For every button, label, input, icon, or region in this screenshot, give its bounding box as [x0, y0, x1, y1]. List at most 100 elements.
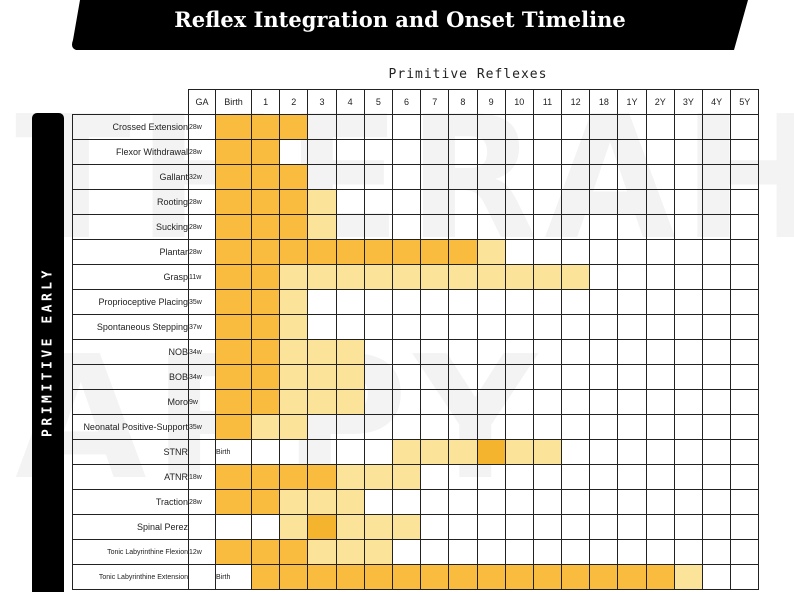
timeline-cell [363, 439, 393, 465]
timeline-cell [335, 289, 365, 315]
timeline-cell [391, 164, 422, 190]
reflex-name: Plantar [72, 239, 189, 265]
timeline-cell [476, 264, 506, 290]
timeline-cell [391, 414, 422, 440]
timeline-cell [420, 414, 450, 440]
timeline-cell [391, 514, 422, 540]
timeline-cell [561, 114, 591, 140]
timeline-cell [476, 439, 506, 465]
timeline-cell [250, 539, 281, 565]
timeline-cell [215, 264, 252, 290]
timeline-cell [420, 214, 450, 240]
timeline-cell [363, 464, 393, 490]
timeline-cell [504, 389, 534, 415]
timeline-cell [532, 114, 563, 140]
ga-cell: 28w [188, 139, 216, 165]
timeline-cell [617, 114, 647, 140]
timeline-cell [504, 189, 534, 215]
timeline-cell [448, 239, 478, 265]
timeline-cell [645, 489, 675, 515]
table-row: Rooting 28w [72, 189, 760, 215]
timeline-cell [673, 564, 704, 590]
timeline-cell [335, 414, 365, 440]
timeline-cell [279, 389, 309, 415]
timeline-cell [307, 389, 337, 415]
timeline-cell [589, 114, 619, 140]
timeline-cell [420, 239, 450, 265]
timeline-cell [250, 564, 281, 590]
timeline-cell [363, 564, 393, 590]
timeline-cell [420, 139, 450, 165]
timeline-cell [448, 439, 478, 465]
timeline-cell [532, 414, 563, 440]
timeline-cell [215, 514, 252, 540]
timeline-cell [589, 314, 619, 340]
timeline-cell [561, 189, 591, 215]
timeline-cell [645, 564, 675, 590]
title-banner: Reflex Integration and Onset Timeline [70, 0, 750, 50]
timeline-cell [730, 114, 760, 140]
column-header: Birth [215, 89, 252, 115]
timeline-cell [532, 339, 563, 365]
timeline-cell [589, 164, 619, 190]
timeline-cell [673, 489, 704, 515]
timeline-cell [730, 364, 760, 390]
timeline-cell [701, 114, 732, 140]
timeline-cell [532, 214, 563, 240]
timeline-cell [730, 414, 760, 440]
timeline-cell [617, 439, 647, 465]
timeline-cell [617, 164, 647, 190]
timeline-cell [215, 414, 252, 440]
timeline-cell [279, 264, 309, 290]
timeline-cell [448, 264, 478, 290]
timeline-cell [307, 489, 337, 515]
timeline-cell [701, 239, 732, 265]
timeline-cell [561, 139, 591, 165]
timeline-cell [701, 189, 732, 215]
timeline-cell [645, 439, 675, 465]
timeline-cell [215, 314, 252, 340]
column-header: 18 [589, 89, 619, 115]
timeline-cell [589, 339, 619, 365]
ga-cell: 9w [188, 389, 216, 415]
timeline-cell [420, 439, 450, 465]
timeline-cell [476, 139, 506, 165]
timeline-cell [504, 514, 534, 540]
timeline-cell [617, 289, 647, 315]
table-row: Crossed Extension 28w [72, 114, 760, 140]
timeline-cell [673, 514, 704, 540]
timeline-cell [532, 539, 563, 565]
timeline-cell [645, 464, 675, 490]
timeline-cell [335, 164, 365, 190]
timeline-cell [673, 114, 704, 140]
timeline-cell [589, 564, 619, 590]
timeline-cell [307, 164, 337, 190]
timeline-cell [532, 514, 563, 540]
timeline-cell [363, 389, 393, 415]
timeline-cell [279, 239, 309, 265]
column-header: 10 [504, 89, 534, 115]
timeline-cell [701, 364, 732, 390]
ga-cell: 32w [188, 164, 216, 190]
timeline-cell [645, 314, 675, 340]
timeline-cell [250, 339, 281, 365]
timeline-cell [250, 114, 281, 140]
reflex-name: STNR [72, 439, 189, 465]
reflex-name: BOB [72, 364, 189, 390]
timeline-cell [701, 314, 732, 340]
reflex-name: Flexor Withdrawal [72, 139, 189, 165]
reflex-name: Gallant [72, 164, 189, 190]
timeline-cell [561, 439, 591, 465]
timeline-cell [307, 514, 337, 540]
timeline-cell [476, 539, 506, 565]
timeline-cell [504, 214, 534, 240]
timeline-cell [617, 139, 647, 165]
timeline-cell [476, 564, 506, 590]
table-row: Spontaneous Stepping 37w [72, 314, 760, 340]
timeline-cell [561, 389, 591, 415]
timeline-cell [420, 514, 450, 540]
ga-cell: 35w [188, 414, 216, 440]
timeline-cell [504, 139, 534, 165]
timeline-cell [391, 339, 422, 365]
timeline-cell [476, 464, 506, 490]
